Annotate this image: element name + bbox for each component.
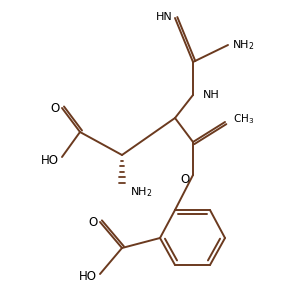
- Text: NH: NH: [203, 90, 220, 100]
- Text: HO: HO: [79, 270, 97, 283]
- Text: CH$_3$: CH$_3$: [233, 112, 254, 126]
- Text: NH$_2$: NH$_2$: [232, 38, 255, 52]
- Text: HO: HO: [41, 153, 59, 166]
- Text: HN: HN: [156, 12, 173, 22]
- Text: O: O: [89, 216, 98, 228]
- Text: O: O: [50, 101, 60, 114]
- Text: O: O: [180, 173, 190, 186]
- Text: NH$_2$: NH$_2$: [130, 185, 153, 199]
